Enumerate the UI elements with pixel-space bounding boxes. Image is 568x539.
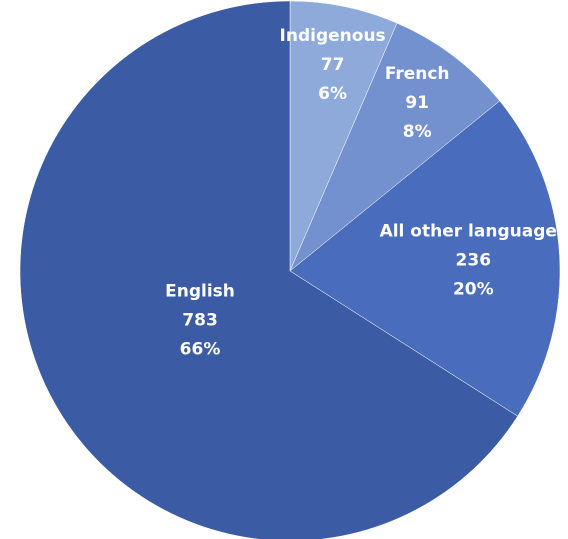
slice-percent: 8%	[403, 122, 432, 142]
pie-slice	[289, 0, 398, 272]
pie-slice	[19, 0, 518, 539]
slice-label: French	[385, 64, 450, 84]
slice-value: 236	[456, 251, 492, 271]
slice-value: 91	[405, 93, 429, 113]
slice-label: Indigenous	[280, 26, 386, 46]
slice-label: English	[165, 281, 235, 301]
slice-value: 77	[321, 55, 345, 75]
pie-slice	[289, 100, 561, 417]
pie-slice	[289, 22, 501, 272]
slice-percent: 6%	[318, 84, 347, 104]
slice-percent: 66%	[180, 339, 221, 359]
slice-label: All other languages	[380, 222, 567, 242]
slice-value: 783	[182, 310, 218, 330]
slice-percent: 20%	[453, 280, 494, 300]
